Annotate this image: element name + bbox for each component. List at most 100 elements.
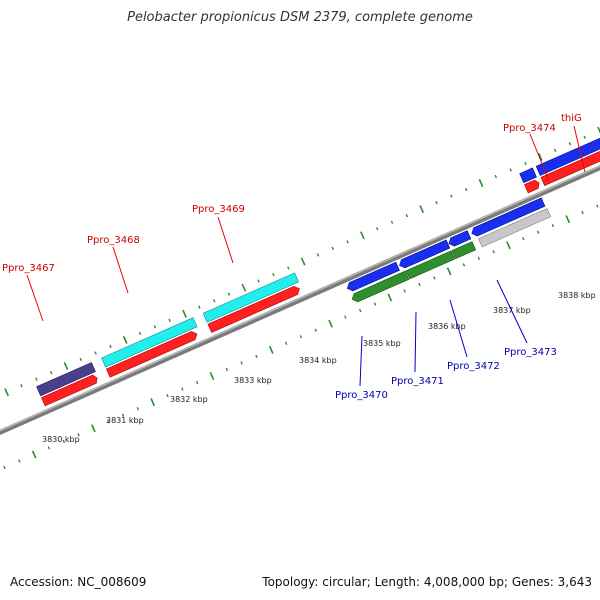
gene-bar[interactable] [524, 179, 541, 194]
leader-line [26, 274, 44, 322]
minor-tick [418, 282, 421, 287]
minor-tick [433, 276, 436, 280]
gene-bar[interactable] [478, 208, 552, 248]
minor-tick [227, 292, 231, 296]
major-tick [506, 241, 511, 250]
gene-label-ppro-3468[interactable]: Ppro_3468 [87, 235, 140, 246]
gene-bar[interactable] [470, 197, 546, 238]
gene-bar[interactable] [202, 272, 300, 323]
gene-bar[interactable] [535, 121, 600, 176]
length-label: Length: [374, 575, 421, 589]
major-tick [4, 388, 10, 397]
kbp-label: 3830 kbp [42, 435, 80, 444]
minor-tick [287, 266, 290, 270]
gene-bar[interactable] [207, 285, 301, 333]
gene-bar[interactable] [41, 374, 99, 407]
minor-tick [225, 367, 229, 372]
major-tick [63, 362, 69, 371]
kbp-label: 3831 kbp [106, 416, 144, 425]
reverse-lower-row [350, 208, 552, 303]
minor-tick [314, 328, 317, 332]
kbp-label: 3838 kbp [558, 291, 596, 300]
gene-bar[interactable] [451, 241, 477, 260]
gene-bar[interactable] [519, 167, 537, 184]
minor-tick [47, 446, 51, 450]
minor-tick [403, 289, 406, 293]
minor-tick [583, 135, 586, 139]
major-tick [537, 152, 543, 161]
minor-tick [166, 393, 169, 398]
minor-tick [94, 351, 97, 355]
leader-line [217, 216, 234, 264]
gene-label-ppro-3469[interactable]: Ppro_3469 [192, 204, 245, 215]
minor-tick [494, 174, 498, 179]
minor-tick [596, 204, 599, 208]
genes-label: Genes: [511, 575, 554, 589]
minor-tick [138, 331, 142, 336]
minor-tick [62, 439, 65, 444]
minor-tick [3, 465, 6, 470]
minor-tick [136, 407, 140, 411]
minor-tick [536, 230, 540, 234]
gene-bar[interactable] [398, 239, 451, 270]
minor-tick [77, 433, 80, 437]
leader-line [449, 299, 468, 358]
minor-tick [79, 357, 83, 362]
minor-tick [568, 142, 572, 146]
major-tick [387, 293, 393, 302]
minor-tick [284, 341, 288, 345]
map-title: Pelobacter propionicus DSM 2379, complet… [127, 10, 473, 25]
gene-bar[interactable] [101, 317, 198, 368]
minor-tick [168, 318, 171, 322]
kbp-label: 3835 kbp [363, 339, 401, 348]
major-tick [300, 257, 306, 266]
major-tick [565, 215, 571, 224]
major-tick [150, 398, 156, 407]
major-tick [31, 450, 37, 459]
accession-value: NC_008609 [77, 575, 147, 589]
minor-tick [331, 246, 335, 251]
minor-tick [524, 161, 527, 166]
minor-tick [316, 253, 320, 257]
minor-tick [522, 237, 525, 241]
gene-bar[interactable] [346, 261, 400, 292]
minor-tick [272, 272, 275, 277]
gene-bar[interactable] [350, 270, 410, 303]
gene-label-ppro-3472[interactable]: Ppro_3472 [447, 361, 500, 372]
minor-tick [198, 305, 201, 309]
outer-tick-row [4, 126, 600, 397]
gene-bar[interactable] [105, 330, 198, 378]
major-tick [446, 267, 452, 276]
major-tick [328, 319, 333, 328]
reverse-blue-row [346, 197, 546, 292]
gene-label-ppro-3471[interactable]: Ppro_3471 [391, 376, 444, 387]
forward-upper-row [36, 121, 600, 397]
minor-tick [20, 384, 23, 388]
gene-label-ppro-3474[interactable]: Ppro_3474 [503, 123, 556, 134]
major-tick [268, 345, 274, 354]
leader-line [414, 311, 417, 373]
minor-tick [581, 210, 584, 215]
minor-tick [509, 168, 512, 172]
minor-tick [450, 194, 453, 198]
accession-label: Accession: [10, 575, 74, 589]
major-tick [360, 231, 365, 240]
minor-tick [464, 187, 468, 192]
backbone-highlight [0, 96, 600, 502]
forward-red-row [41, 132, 600, 407]
kbp-label: 3833 kbp [234, 376, 272, 385]
minor-tick [358, 308, 362, 313]
gene-bar[interactable] [405, 250, 456, 280]
minor-tick [477, 256, 481, 260]
gene-bar[interactable] [540, 132, 600, 186]
gene-label-ppro-3467[interactable]: Ppro_3467 [2, 263, 55, 274]
genome-track [0, 95, 600, 505]
gene-label-thig[interactable]: thiG [561, 113, 582, 124]
gene-label-ppro-3473[interactable]: Ppro_3473 [504, 347, 557, 358]
gene-bar[interactable] [447, 230, 472, 248]
gene-label-ppro-3470[interactable]: Ppro_3470 [335, 390, 388, 401]
minor-tick [373, 302, 377, 306]
minor-tick [121, 413, 125, 417]
gene-bar[interactable] [36, 362, 96, 397]
